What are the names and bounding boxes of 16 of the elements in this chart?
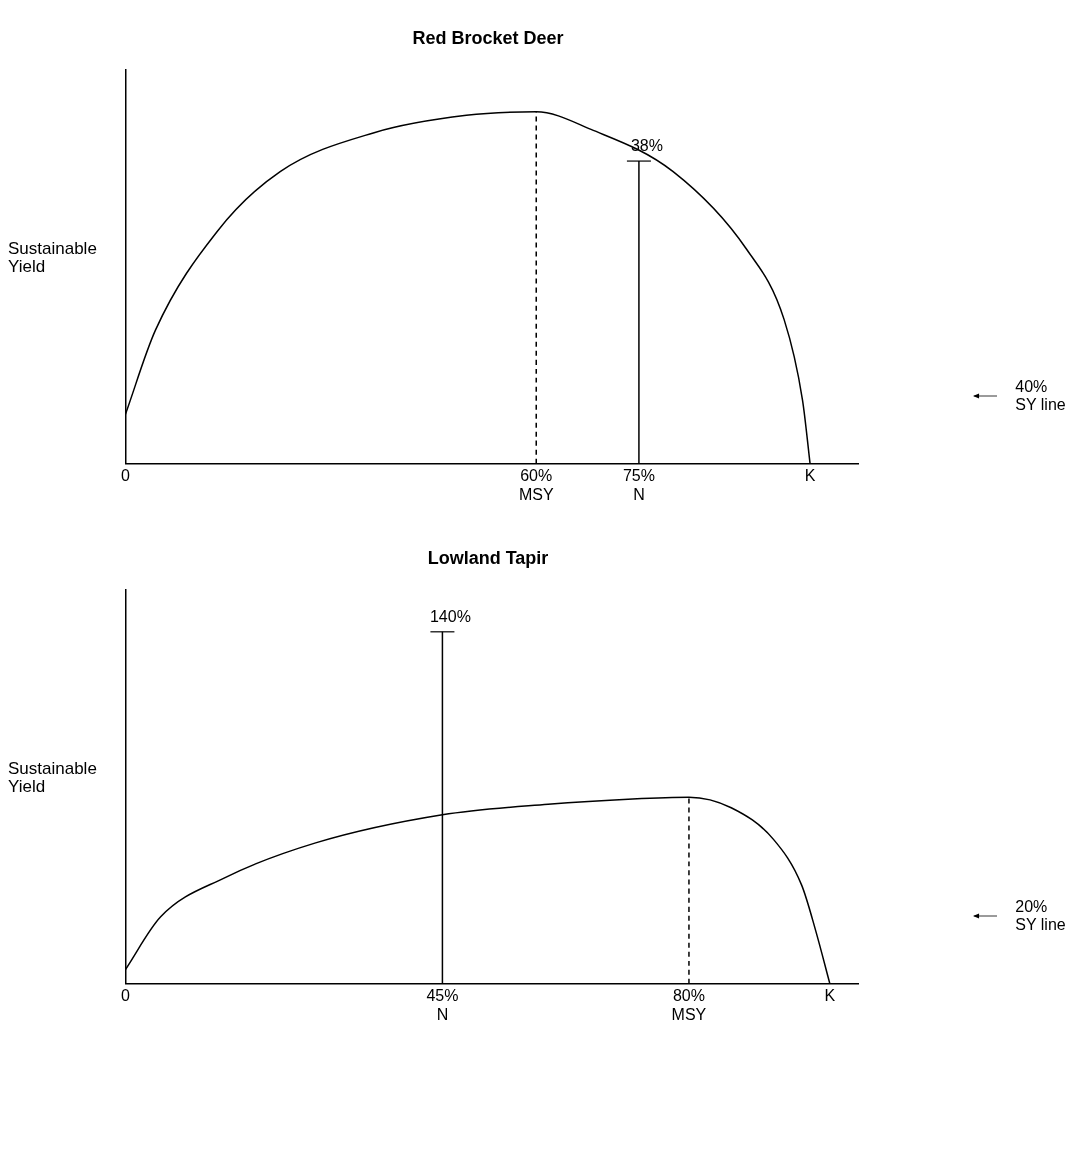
chart-title: Red Brocket Deer — [412, 27, 564, 48]
y-axis-title: Sustainable Yield — [8, 759, 98, 796]
text: 40% SY line — [1015, 378, 1067, 414]
annotation: 38% — [630, 137, 663, 155]
x-tick-label: 45% N — [426, 986, 459, 1023]
x-tick-label: 0 — [121, 466, 130, 484]
text: 20% SY line — [1015, 898, 1067, 934]
x-tick-label: K — [804, 466, 816, 484]
x-tick-label: 75% N — [622, 466, 655, 503]
chart-title: Lowland Tapir — [427, 547, 549, 568]
annotation: 140% — [429, 608, 471, 626]
x-tick-label: 80% MSY — [671, 986, 707, 1023]
y-axis-title: Sustainable Yield — [8, 239, 98, 276]
x-tick-label: 60% MSY — [518, 466, 554, 503]
x-tick-label: K — [824, 986, 836, 1004]
x-tick-label: 0 — [121, 986, 130, 1004]
